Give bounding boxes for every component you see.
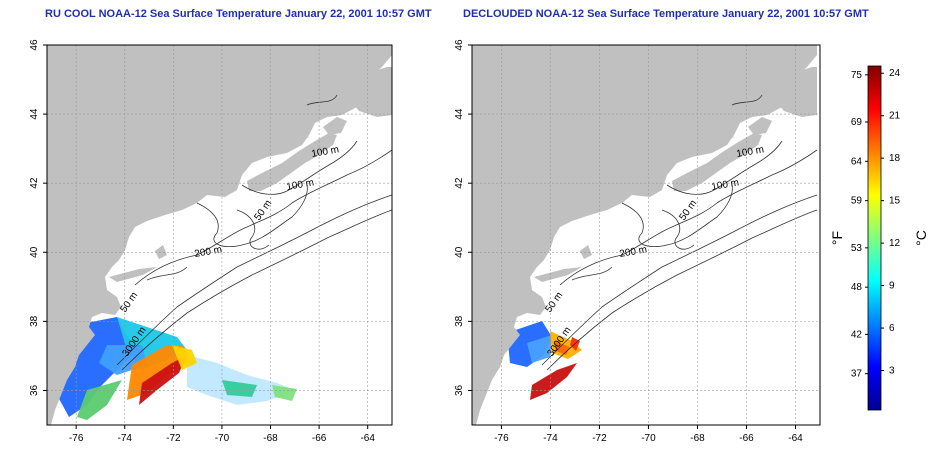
celsius-tick-label: 6 — [889, 323, 895, 334]
depth-contour — [241, 140, 358, 195]
celsius-tick-label: 12 — [889, 238, 901, 249]
fahrenheit-tick-label: 59 — [851, 196, 863, 207]
temperature-colorbar: 24 21 18 15 12 9 6 3 75 69 64 59 53 48 42 37 °F °C — [829, 65, 929, 411]
depth-contour — [306, 94, 338, 106]
x-tick-label: -74 — [118, 433, 133, 444]
y-tick-label: 44 — [29, 108, 40, 120]
fahrenheit-tick-label: 69 — [851, 117, 863, 128]
celsius-tick-label: 9 — [889, 281, 895, 292]
x-tick-label: -66 — [739, 433, 754, 444]
depth-contour — [541, 194, 818, 366]
sst-patch — [272, 385, 297, 401]
bathymetry-contours — [541, 94, 818, 371]
celsius-tick-label: 3 — [889, 366, 895, 377]
fahrenheit-tick-label: 64 — [851, 156, 863, 167]
celsius-tick-label: 18 — [889, 153, 901, 164]
map-title-left: RU COOL NOAA-12 Sea Surface Temperature … — [45, 8, 432, 20]
lat-lon-grid — [47, 45, 392, 425]
celsius-tick-label: 21 — [889, 111, 901, 122]
y-tick-label: 36 — [454, 384, 465, 396]
sst-patch — [172, 345, 197, 370]
colorbar-ramp — [867, 65, 882, 411]
x-tick-label: -66 — [312, 433, 327, 444]
depth-contour — [546, 209, 818, 371]
y-tick-label: 46 — [454, 39, 465, 51]
y-tick-label: 44 — [454, 108, 465, 120]
contour-label: 100 m — [311, 144, 340, 160]
depth-contour — [731, 94, 763, 106]
contour-label: 100 m — [711, 177, 740, 193]
fahrenheit-tick-label: 53 — [851, 243, 863, 254]
y-tick-label: 46 — [29, 39, 40, 51]
sst-patch — [222, 380, 257, 397]
x-tick-label: -70 — [215, 433, 230, 444]
x-tick-label: -74 — [543, 433, 558, 444]
depth-contour — [196, 184, 308, 248]
sst-patch — [77, 380, 122, 420]
fahrenheit-tick-label: 37 — [851, 369, 863, 380]
fahrenheit-tick-label: 48 — [851, 282, 863, 293]
contour-label: 100 m — [736, 144, 765, 160]
fahrenheit-tick-label: 42 — [851, 329, 863, 340]
y-tick-label: 36 — [29, 384, 40, 396]
celsius-tick-label: 24 — [889, 68, 901, 79]
y-tick-label: 38 — [454, 315, 465, 327]
x-tick-label: -64 — [788, 433, 803, 444]
x-tick-label: -76 — [69, 433, 84, 444]
x-tick-label: -68 — [690, 433, 705, 444]
depth-contour — [121, 209, 392, 371]
sst-patch — [187, 355, 297, 405]
sst-patch — [527, 335, 552, 363]
fahrenheit-unit-label: °F — [829, 231, 845, 245]
y-tick-label: 42 — [29, 177, 40, 189]
contour-label: 100 m — [286, 177, 315, 193]
x-tick-label: -76 — [494, 433, 509, 444]
depth-contour — [116, 194, 392, 366]
x-tick-label: -70 — [641, 433, 656, 444]
depth-contour — [236, 209, 270, 250]
depth-contour — [134, 149, 392, 286]
depth-contour — [666, 140, 783, 195]
map-frame — [46, 44, 393, 426]
y-tick-label: 40 — [454, 246, 465, 258]
sst-field — [57, 317, 297, 420]
map-title-right: DECLOUDED NOAA-12 Sea Surface Temperatur… — [463, 8, 869, 20]
map-frame — [471, 44, 821, 426]
lat-lon-grid — [472, 45, 820, 425]
depth-contour — [661, 209, 695, 250]
y-tick-label: 40 — [29, 246, 40, 258]
celsius-tick-label: 15 — [889, 196, 901, 207]
bathymetry-contours — [116, 94, 392, 371]
y-tick-label: 42 — [454, 177, 465, 189]
depth-contour — [559, 149, 818, 286]
fahrenheit-tick-label: 75 — [851, 70, 863, 81]
depth-contour — [146, 266, 188, 281]
sst-patch — [550, 331, 582, 359]
depth-contour — [571, 266, 613, 281]
depth-contour — [621, 184, 733, 248]
sst-patch — [139, 355, 187, 405]
celsius-unit-label: °C — [913, 230, 929, 246]
x-tick-label: -72 — [166, 433, 181, 444]
y-tick-label: 38 — [29, 315, 40, 327]
x-tick-label: -64 — [360, 433, 375, 444]
x-tick-label: -72 — [592, 433, 607, 444]
x-tick-label: -68 — [263, 433, 278, 444]
